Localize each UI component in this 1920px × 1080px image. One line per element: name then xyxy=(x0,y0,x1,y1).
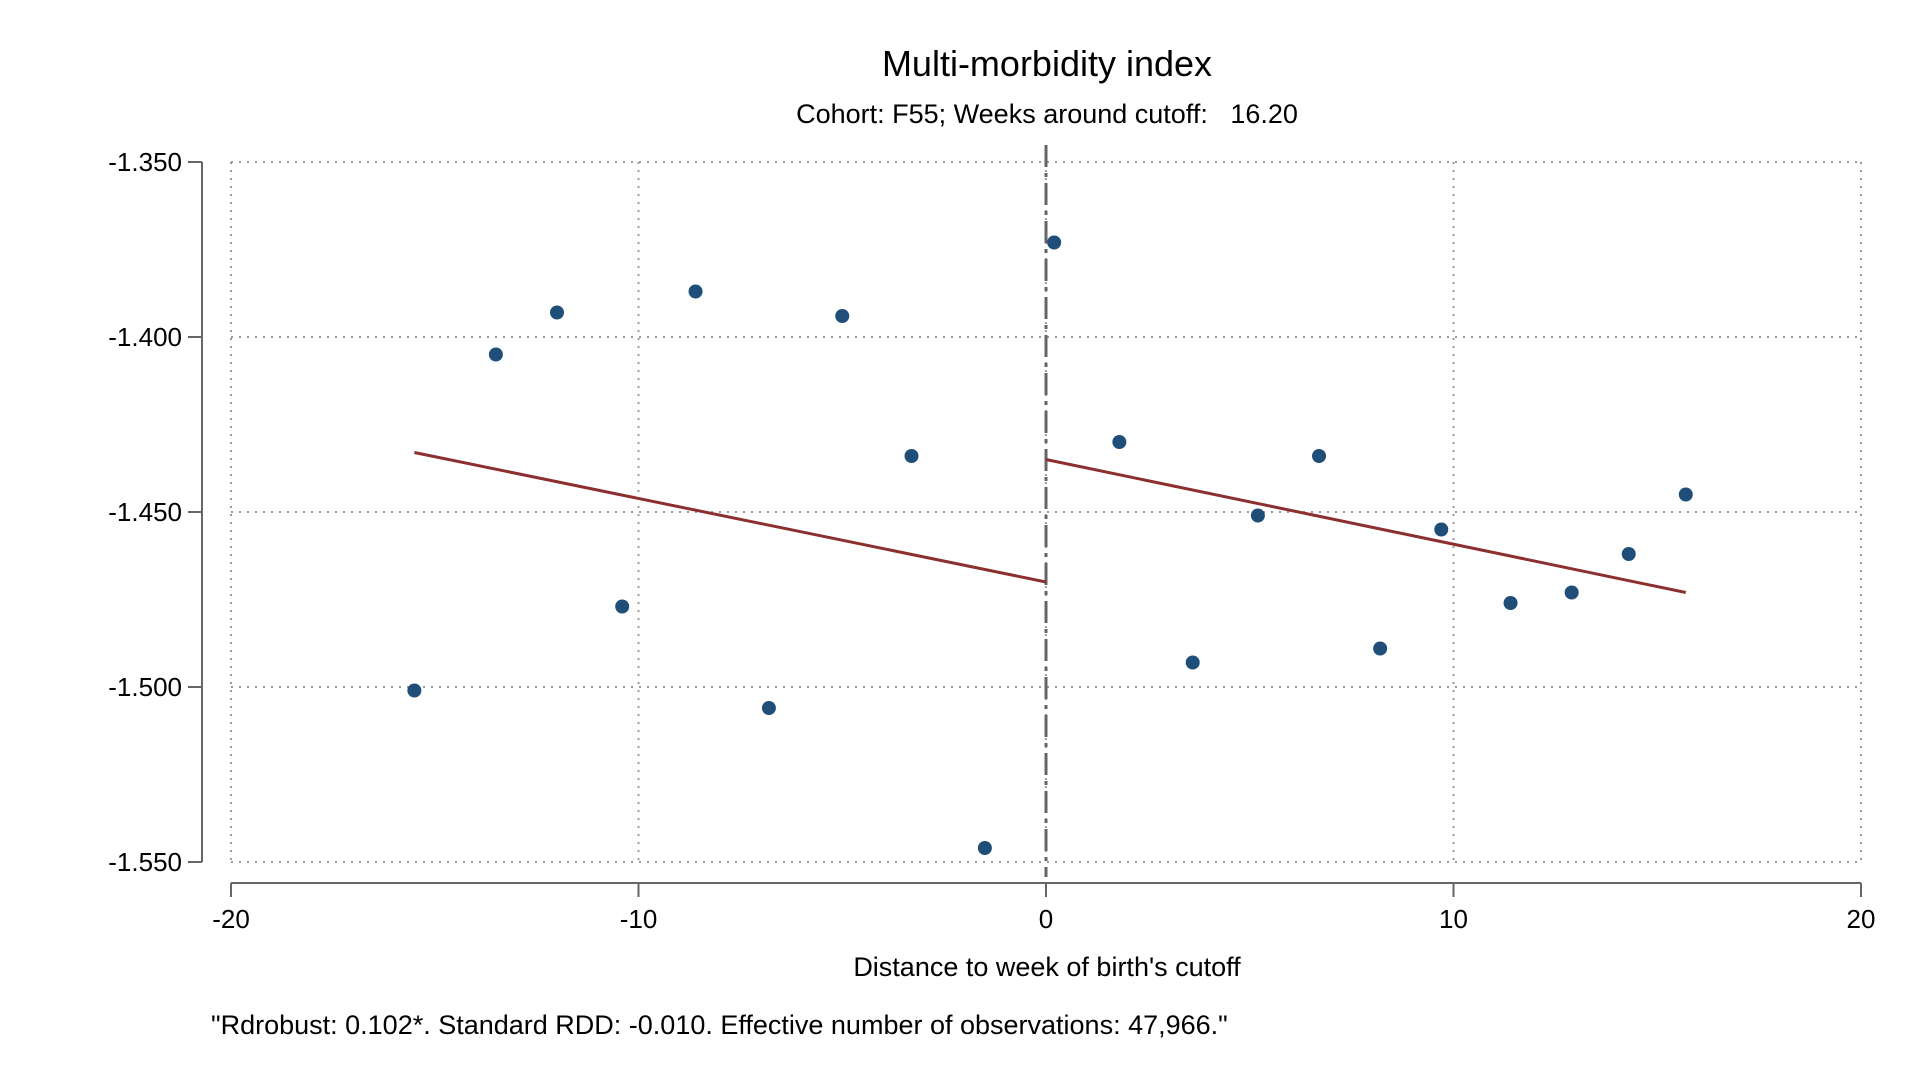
x-tick-label-2: 0 xyxy=(1039,904,1053,934)
data-point-2 xyxy=(550,305,564,320)
x-tick-label-0: -20 xyxy=(212,904,250,934)
data-point-15 xyxy=(1434,522,1449,537)
chart-title: Multi-morbidity index xyxy=(882,43,1212,84)
data-point-16 xyxy=(1503,596,1518,610)
data-point-19 xyxy=(1678,487,1693,502)
data-point-7 xyxy=(904,449,919,463)
data-point-8 xyxy=(977,841,992,855)
data-point-1 xyxy=(488,347,503,362)
data-point-3 xyxy=(615,599,630,614)
data-point-17 xyxy=(1564,585,1579,600)
data-point-18 xyxy=(1621,547,1636,561)
data-point-0 xyxy=(407,683,422,698)
fit-line-layer xyxy=(414,451,1687,594)
data-point-9 xyxy=(1047,235,1062,250)
x-axis-label: Distance to week of birth's cutoff xyxy=(853,952,1241,982)
data-point-4 xyxy=(688,284,703,299)
data-point-5 xyxy=(761,701,776,715)
text-layer: Multi-morbidity index Cohort: F55; Weeks… xyxy=(211,43,1298,1040)
x-tick-label-1: -10 xyxy=(620,904,658,934)
fit-line-right xyxy=(1045,458,1687,594)
x-tick-label-4: 20 xyxy=(1847,904,1876,934)
y-tick-label-4: -1.550 xyxy=(108,847,182,877)
chart-note: "Rdrobust: 0.102*. Standard RDD: -0.010.… xyxy=(211,1010,1228,1040)
data-point-6 xyxy=(835,309,850,323)
data-point-13 xyxy=(1312,449,1327,463)
data-point-10 xyxy=(1112,435,1127,449)
x-tick-label-3: 10 xyxy=(1439,904,1468,934)
chart-subtitle: Cohort: F55; Weeks around cutoff: 16.20 xyxy=(796,99,1298,129)
y-tick-label-1: -1.400 xyxy=(108,322,182,352)
y-tick-label-0: -1.350 xyxy=(108,147,182,177)
y-tick-label-3: -1.500 xyxy=(108,672,182,702)
axis-layer: -1.350 -1.400 -1.450 -1.500 -1.550 -20 -10 0 10 2… xyxy=(108,147,1875,934)
data-point-14 xyxy=(1373,641,1388,656)
data-point-12 xyxy=(1250,508,1265,523)
fit-line-left xyxy=(414,451,1047,584)
point-layer xyxy=(407,235,1693,855)
data-point-11 xyxy=(1185,655,1200,670)
y-tick-label-2: -1.450 xyxy=(108,497,182,527)
